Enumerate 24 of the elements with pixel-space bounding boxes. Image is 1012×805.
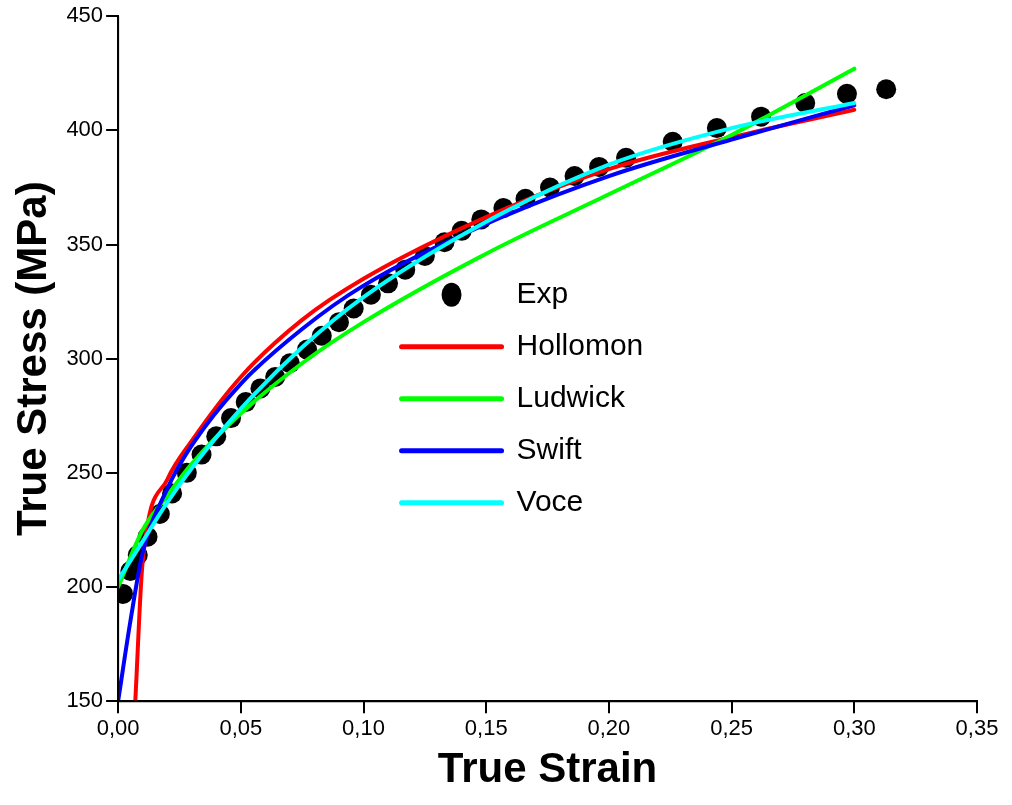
x-tick-label: 0,35	[955, 715, 999, 741]
y-tick-label: 350	[66, 230, 104, 256]
x-tick-label: 0,15	[464, 715, 508, 741]
y-tick-label: 150	[66, 687, 104, 713]
x-tick-label: 0,30	[832, 715, 876, 741]
legend-label: Voce	[516, 483, 584, 517]
x-tick-label: 0,00	[96, 715, 140, 741]
x-tick-label: 0,05	[219, 715, 263, 741]
x-tick-label: 0,25	[710, 715, 754, 741]
y-tick-label: 200	[66, 573, 104, 599]
x-axis-title: True Strain	[437, 744, 658, 792]
legend-label: Swift	[516, 431, 583, 465]
y-tick-label: 250	[66, 458, 104, 484]
y-axis-title: True Stress (MPa)	[7, 181, 55, 537]
y-tick-label: 300	[66, 344, 104, 370]
point	[876, 79, 897, 100]
y-tick-label: 450	[66, 2, 104, 28]
legend-label: Hollomon	[516, 327, 644, 361]
point	[836, 83, 857, 104]
x-tick-label: 0,20	[587, 715, 631, 741]
legend-label: Ludwick	[516, 379, 626, 413]
x-tick-label: 0,10	[342, 715, 385, 741]
y-tick-label: 400	[66, 116, 104, 142]
legend-label: Exp	[516, 275, 569, 309]
